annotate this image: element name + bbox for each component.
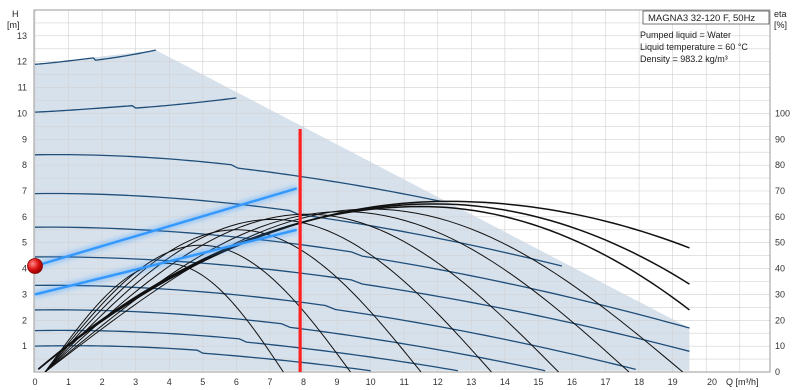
x-tick-label: 8 [301,377,306,387]
y-tick-label: 5 [22,238,27,248]
x-tick-label: 18 [634,377,644,387]
local-efficiency-arc [44,218,492,372]
y-tick-label: 12 [17,57,27,67]
x-tick-label: 3 [133,377,138,387]
x-axis-ticks: 0 1 2 3 4 5 6 7 8 9 10 11 12 13 14 15 16 17 18 19 20 [32,377,717,387]
system-curve [34,228,298,296]
y-tick-label: 10 [17,108,27,118]
x-tick-label: 19 [668,377,678,387]
x-tick-label: 10 [366,377,376,387]
y2-tick-label: 30 [775,289,785,299]
pump-curve [34,329,458,372]
info-density: Density = 983.2 kg/m³ [640,54,728,64]
y-tick-label: 9 [22,134,27,144]
x-axis-label: Q [m³/h] [726,377,759,387]
y-tick-label: 13 [17,31,27,41]
efficiency-curve [37,200,690,370]
y2-tick-label: 70 [775,186,785,196]
efficiency-curve [37,205,690,370]
y2-tick-label: 10 [775,341,785,351]
grid-lines [34,9,770,373]
x-tick-label: 5 [200,377,205,387]
y-tick-label: 4 [22,264,27,274]
y2-axis-label: eta [774,9,787,19]
y-tick-label: 2 [22,315,27,325]
x-tick-label: 20 [707,377,717,387]
x-tick-label: 17 [601,377,611,387]
pump-curve [34,97,237,113]
x-tick-label: 7 [267,377,272,387]
duty-point[interactable] [27,258,43,274]
y2-tick-label: 90 [775,134,785,144]
pump-curve [34,153,442,202]
duty-point-group [27,258,43,274]
pump-curve [34,226,690,329]
y-tick-label: 6 [22,212,27,222]
x-tick-label: 9 [335,377,340,387]
x-tick-label: 6 [234,377,239,387]
y2-tick-label: 50 [775,238,785,248]
y-tick-label: 8 [22,160,27,170]
y2-tick-label: 60 [775,212,785,222]
pump-curve [34,345,371,372]
y-axis-unit: [m] [7,20,20,30]
info-pumped-liquid: Pumped liquid = Water [640,30,731,40]
y-tick-label: 11 [18,83,27,93]
x-tick-label: 15 [533,377,543,387]
system-curve [34,187,298,268]
efficiency-curve [37,203,690,370]
y-axis-label: H [12,9,19,19]
pump-curve [34,256,690,352]
y-tick-label: 3 [22,289,27,299]
x-tick-label: 12 [433,377,443,387]
pump-curve [34,284,636,371]
title-box [642,10,770,25]
info-liquid-temperature: Liquid temperature = 60 °C [640,42,748,52]
y2-tick-label: 100 [775,108,790,118]
x-tick-label: 1 [66,377,71,387]
x-tick-label: 4 [167,377,172,387]
y2-tick-label: 20 [775,315,785,325]
x-tick-label: 14 [500,377,510,387]
x-tick-label: 11 [400,377,409,387]
pump-curve [34,49,156,65]
y2-tick-label: 0 [775,367,780,377]
y2-tick-label: 40 [775,264,785,274]
x-tick-label: 16 [567,377,577,387]
chart-title: MAGNA3 32-120 F, 50Hz [648,13,755,24]
x-tick-label: 2 [100,377,105,387]
y2-tick-label: 80 [775,160,785,170]
plot-border [33,9,771,373]
y-tick-label: 1 [22,341,27,351]
y2-axis-unit: [%] [774,20,787,30]
efficiency-curves [37,200,690,370]
y2-axis-ticks: 0 10 20 30 40 50 60 70 80 90 100 [775,108,790,377]
x-tick-label: 0 [32,377,37,387]
x-tick-label: 13 [466,377,476,387]
y-tick-label: 7 [22,186,27,196]
system-curves [34,185,298,298]
